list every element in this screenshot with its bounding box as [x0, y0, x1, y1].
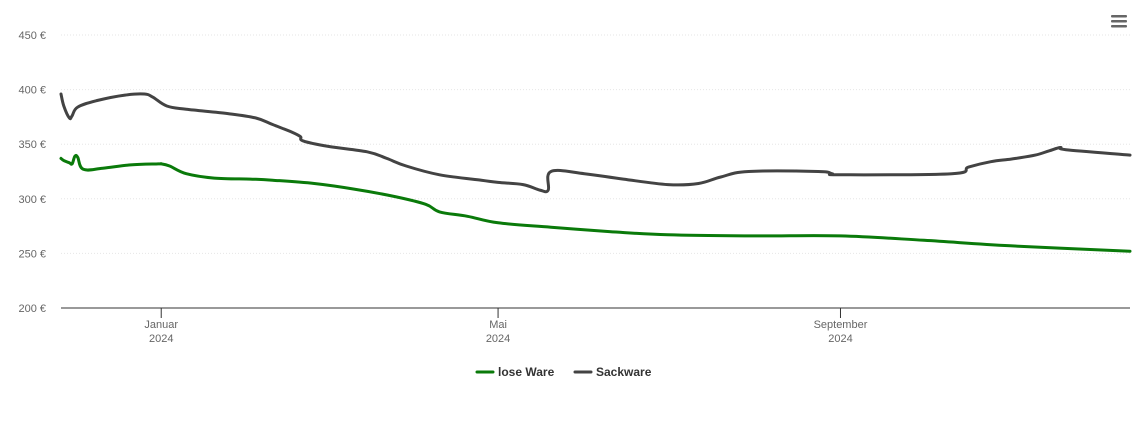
legend-item-sackware[interactable]: Sackware: [573, 365, 652, 379]
y-tick-label: 250 €: [18, 248, 46, 260]
legend-label-lose-ware: lose Ware: [498, 365, 555, 379]
series-line-lose-ware[interactable]: [59, 153, 1132, 253]
y-axis-labels: 200 € 250 € 300 € 350 € 400 € 450 €: [18, 30, 46, 315]
y-tick-label: 350 €: [18, 139, 46, 151]
chart-menu-button[interactable]: [1105, 10, 1133, 34]
series-line-sackware[interactable]: [59, 92, 1132, 194]
x-axis-ticks: Januar 2024 Mai 2024 September 2024: [144, 308, 868, 345]
y-tick-label: 200 €: [18, 303, 46, 315]
legend-label-sackware: Sackware: [596, 365, 652, 379]
legend-item-lose-ware[interactable]: lose Ware: [475, 365, 555, 379]
x-tick-label-year: 2024: [828, 333, 852, 345]
series-lines: [59, 92, 1132, 253]
grid-lines: [61, 34, 1130, 254]
x-tick-label-month: Januar: [144, 319, 178, 331]
x-tick-label-year: 2024: [486, 333, 510, 345]
y-tick-label: 400 €: [18, 85, 46, 97]
legend: lose Ware Sackware: [475, 365, 652, 379]
x-tick-label-year: 2024: [149, 333, 173, 345]
x-tick-label-month: September: [814, 319, 868, 331]
y-tick-label: 450 €: [18, 30, 46, 42]
y-tick-label: 300 €: [18, 194, 46, 206]
hamburger-menu-icon: [1111, 15, 1127, 28]
x-tick-label-month: Mai: [489, 319, 507, 331]
